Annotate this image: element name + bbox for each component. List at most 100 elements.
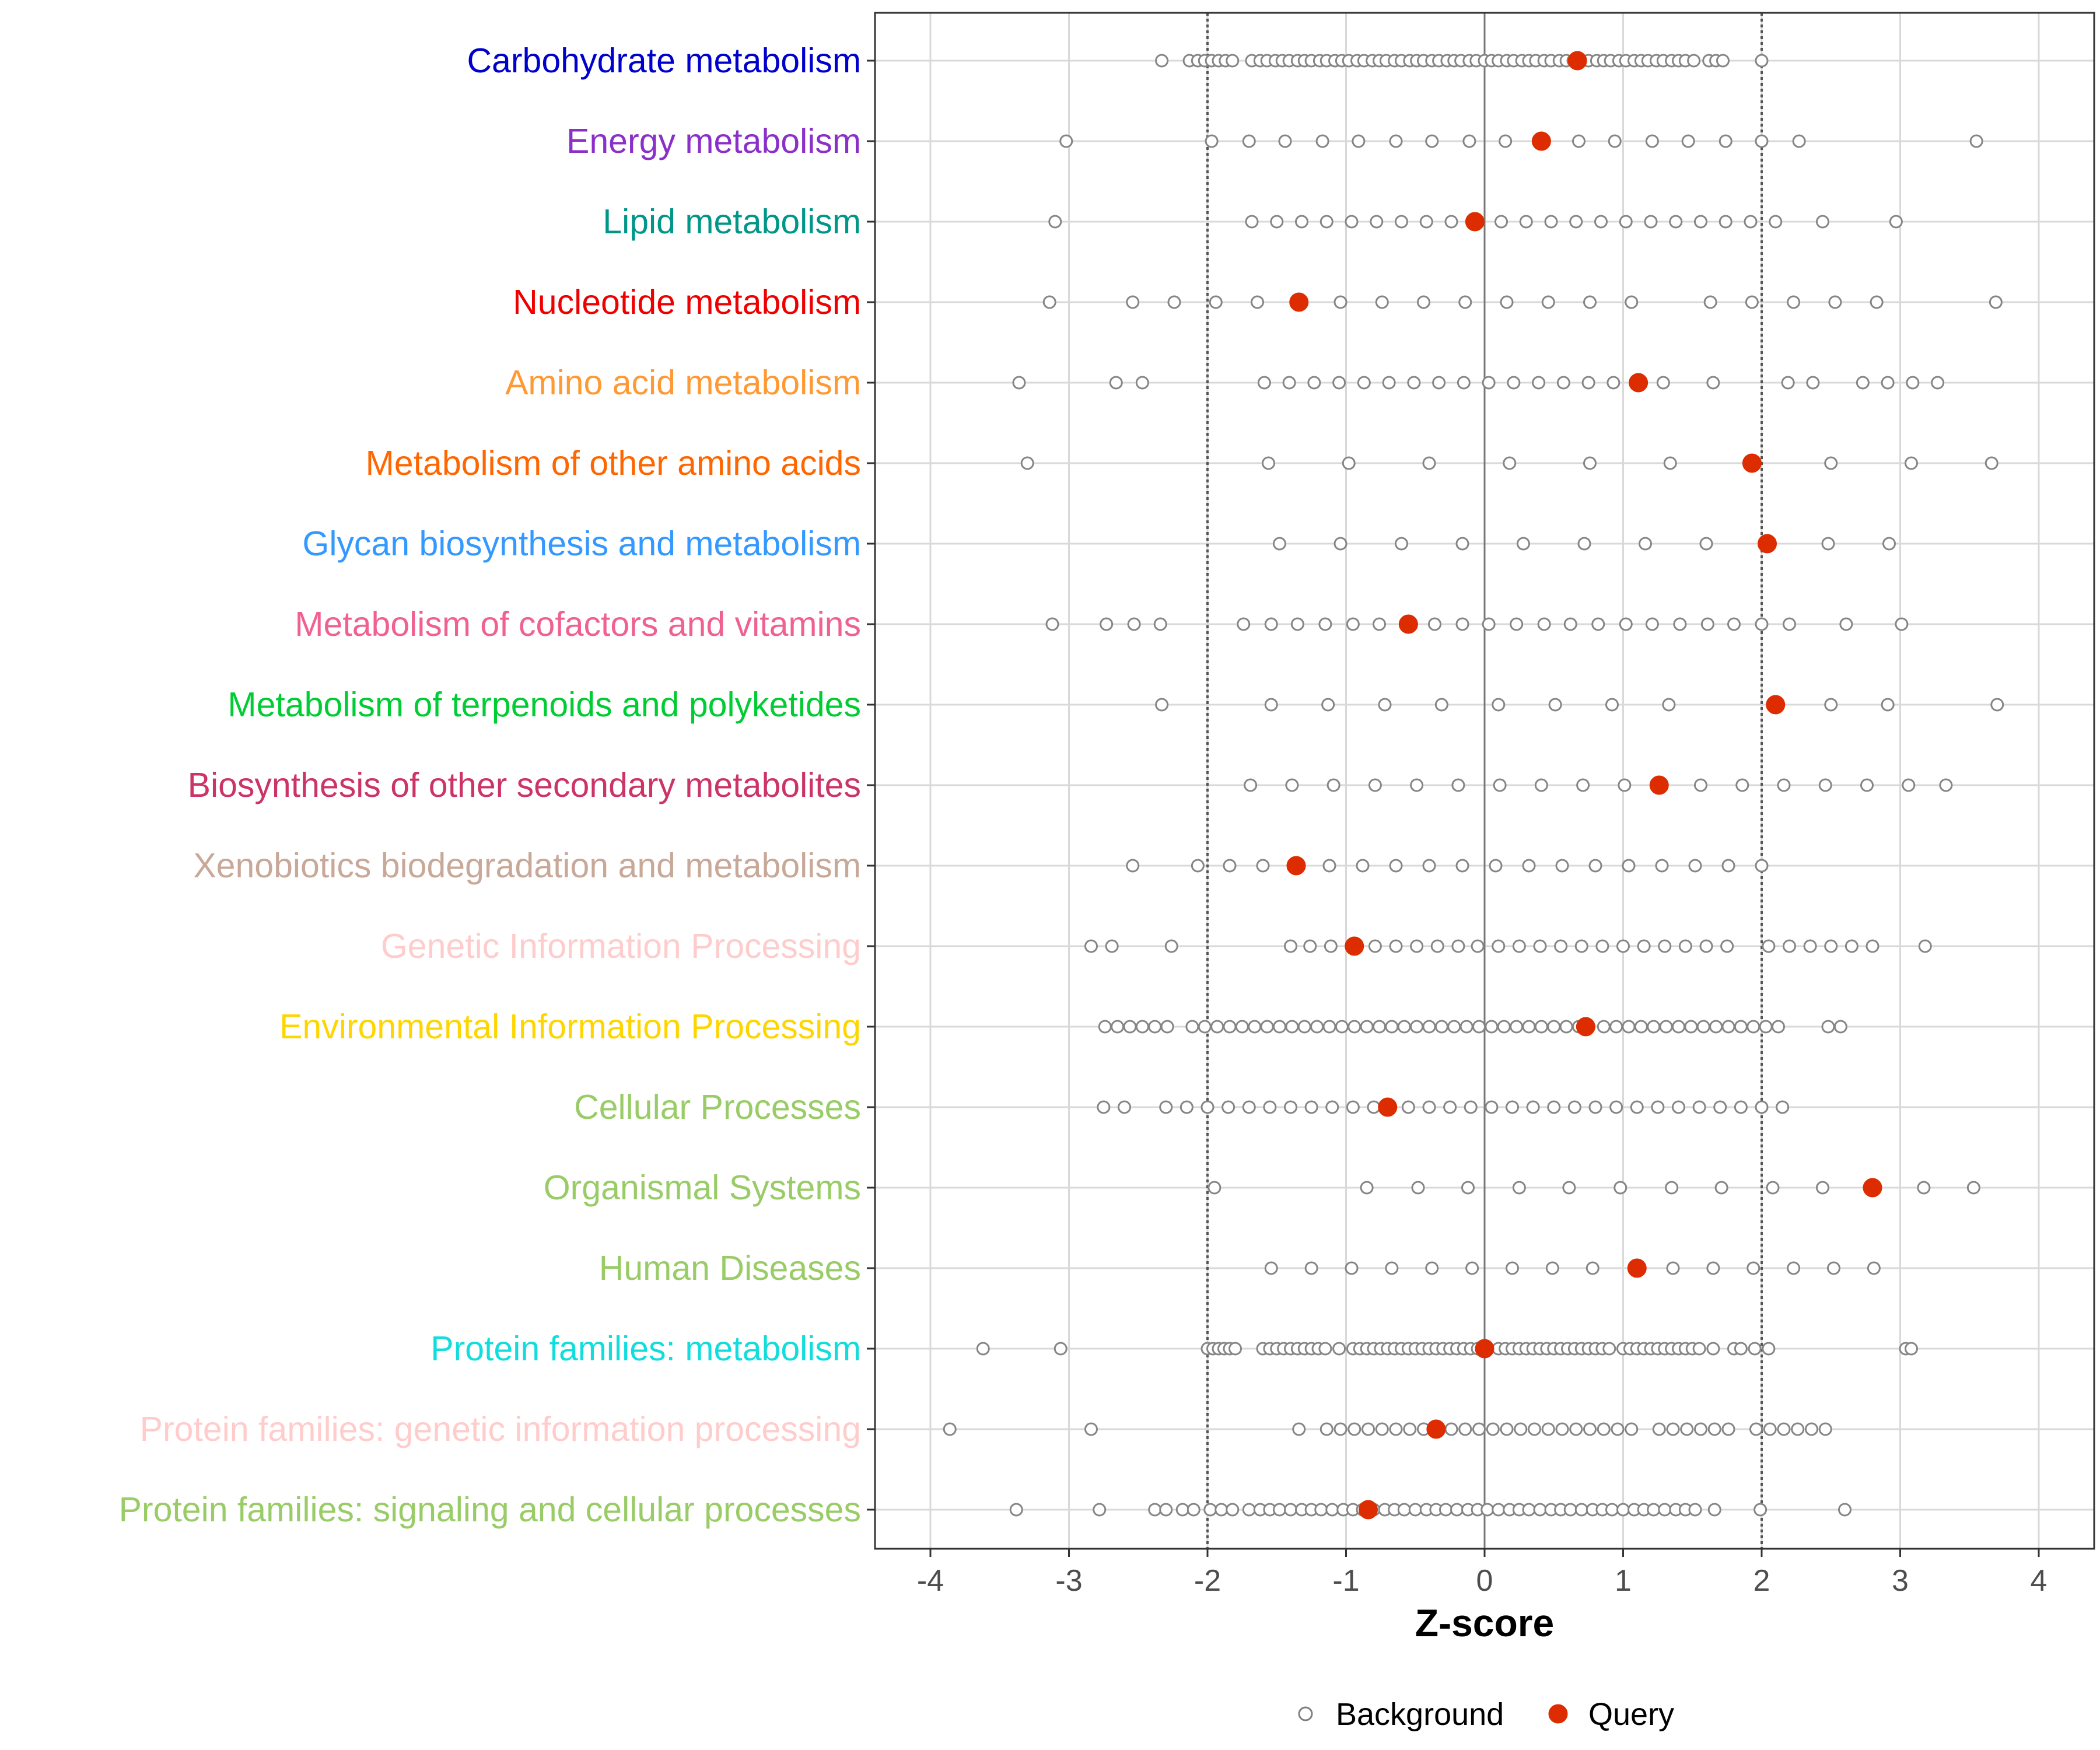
- background-point: [1619, 617, 1633, 631]
- background-point: [1989, 295, 2003, 309]
- x-tick-label: 3: [1892, 1564, 1909, 1598]
- background-point: [1555, 859, 1569, 873]
- query-point: [1863, 1178, 1882, 1198]
- background-point: [1727, 617, 1741, 631]
- category-label: Energy metabolism: [566, 122, 861, 160]
- background-point: [1672, 1020, 1685, 1034]
- background-point: [1397, 1503, 1411, 1517]
- background-point: [1048, 215, 1062, 229]
- background-point: [1514, 1422, 1528, 1436]
- background-point: [1783, 939, 1796, 953]
- background-point: [1563, 617, 1577, 631]
- background-point: [1304, 1100, 1318, 1114]
- background-point: [1787, 1261, 1801, 1275]
- background-point: [1395, 537, 1408, 551]
- background-point: [1210, 1020, 1224, 1034]
- background-point: [1419, 215, 1433, 229]
- background-point: [1284, 1100, 1297, 1114]
- background-point: [1706, 1261, 1720, 1275]
- background-point: [1264, 617, 1278, 631]
- background-point: [1153, 617, 1167, 631]
- background-point: [1422, 859, 1436, 873]
- query-point: [1627, 1258, 1647, 1278]
- background-point: [1175, 1503, 1189, 1517]
- background-point: [1382, 376, 1396, 390]
- background-point: [1472, 1422, 1486, 1436]
- background-point: [1622, 859, 1636, 873]
- background-point: [1696, 1020, 1710, 1034]
- background-point: [1692, 1100, 1706, 1114]
- background-point: [1303, 939, 1317, 953]
- background-point: [1389, 134, 1403, 148]
- background-point: [1583, 456, 1597, 470]
- background-point: [1762, 1342, 1776, 1356]
- background-point: [1180, 1100, 1194, 1114]
- background-point: [1625, 295, 1639, 309]
- background-point: [1734, 1342, 1748, 1356]
- background-point: [1410, 939, 1424, 953]
- background-point: [1318, 617, 1332, 631]
- background-point: [1226, 1503, 1240, 1517]
- query-point: [1567, 51, 1587, 71]
- query-point: [1766, 695, 1786, 715]
- background-point: [1522, 859, 1536, 873]
- background-point: [1895, 617, 1909, 631]
- background-point: [1688, 859, 1702, 873]
- query-point: [1742, 453, 1762, 473]
- background-point: [1637, 939, 1651, 953]
- background-point: [1403, 1422, 1417, 1436]
- background-point: [1273, 537, 1286, 551]
- background-point: [1346, 617, 1360, 631]
- background-point: [1093, 1503, 1107, 1517]
- background-point: [1375, 1422, 1389, 1436]
- background-point: [1155, 54, 1169, 68]
- background-point: [1455, 859, 1469, 873]
- background-point: [1282, 376, 1296, 390]
- background-point: [1395, 215, 1408, 229]
- background-point: [1547, 1100, 1561, 1114]
- background-point: [1776, 1100, 1790, 1114]
- x-axis-title: Z-score: [1415, 1601, 1554, 1644]
- background-point: [1609, 1100, 1623, 1114]
- background-point: [1706, 1342, 1720, 1356]
- background-point: [1422, 456, 1436, 470]
- background-point: [1744, 215, 1758, 229]
- background-point: [1818, 778, 1832, 792]
- background-point: [1290, 617, 1304, 631]
- background-point: [1644, 215, 1658, 229]
- background-point: [1647, 1503, 1661, 1517]
- background-point: [1769, 215, 1783, 229]
- background-point: [1109, 376, 1123, 390]
- background-point: [1594, 215, 1608, 229]
- background-point: [1766, 1181, 1780, 1195]
- background-point: [1460, 1020, 1474, 1034]
- category-labels: Carbohydrate metabolism Energy metabolism…: [119, 41, 861, 1529]
- background-point: [1482, 376, 1496, 390]
- background-point: [1417, 295, 1430, 309]
- background-point: [1605, 1503, 1619, 1517]
- background-point: [1655, 859, 1669, 873]
- category-label: Xenobiotics biodegradation and metabolis…: [193, 846, 861, 885]
- background-point: [1148, 1503, 1162, 1517]
- legend-label: Query: [1588, 1697, 1674, 1732]
- background-point: [1534, 1020, 1548, 1034]
- background-point: [1634, 1020, 1648, 1034]
- background-point: [1694, 1422, 1707, 1436]
- background-point: [1497, 1020, 1511, 1034]
- background-point: [1816, 1181, 1829, 1195]
- background-point: [1485, 1020, 1499, 1034]
- background-point: [1284, 939, 1297, 953]
- category-label: Genetic Information Processing: [381, 927, 861, 965]
- background-point: [1616, 939, 1630, 953]
- background-point: [1486, 1422, 1500, 1436]
- legend-label: Background: [1336, 1697, 1504, 1732]
- background-point: [1357, 376, 1371, 390]
- background-point: [1407, 376, 1421, 390]
- background-point: [1167, 295, 1181, 309]
- background-point: [1434, 698, 1448, 712]
- background-point: [1098, 1020, 1112, 1034]
- background-point: [1541, 1422, 1555, 1436]
- background-point: [1917, 1181, 1931, 1195]
- background-point: [1597, 1020, 1611, 1034]
- query-point: [1378, 1097, 1398, 1117]
